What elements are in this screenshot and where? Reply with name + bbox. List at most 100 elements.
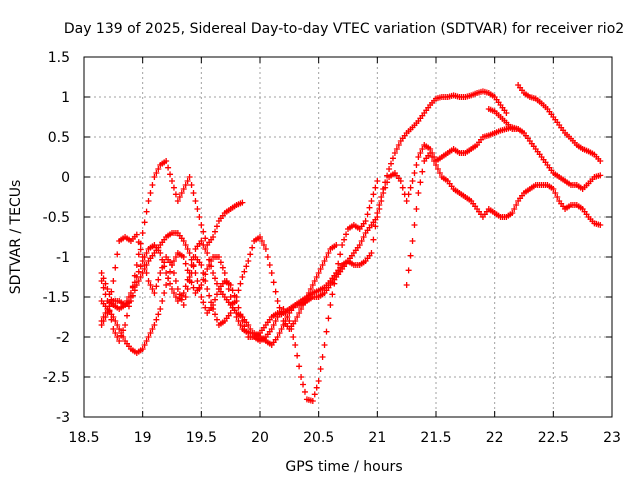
- data-point: [513, 202, 520, 208]
- data-point: [182, 283, 189, 290]
- data-point: [333, 242, 340, 248]
- data-point: [182, 242, 189, 248]
- data-point: [360, 234, 367, 240]
- data-point: [296, 363, 303, 370]
- data-point: [374, 178, 381, 184]
- data-point: [268, 270, 275, 276]
- data-point: [182, 294, 189, 300]
- x-tick-label: 20: [251, 430, 269, 446]
- data-point: [188, 182, 195, 188]
- data-point: [241, 323, 248, 330]
- data-point: [407, 184, 414, 191]
- data-point: [315, 270, 322, 276]
- data-point: [212, 275, 219, 282]
- series-trace-5: [98, 124, 522, 340]
- data-point: [170, 270, 177, 276]
- data-point: [339, 242, 346, 248]
- data-point: [341, 236, 348, 243]
- data-point: [597, 158, 604, 164]
- x-tick-label: 22: [486, 430, 504, 446]
- data-point: [417, 179, 424, 186]
- data-point: [135, 268, 142, 275]
- data-point: [139, 270, 146, 276]
- grid-lines: [84, 57, 612, 417]
- data-point: [260, 242, 267, 248]
- data-point: [319, 262, 326, 268]
- data-point: [552, 190, 559, 196]
- data-point: [116, 338, 123, 344]
- data-point: [270, 279, 277, 286]
- y-tick-label: 0.5: [48, 130, 70, 146]
- data-point: [180, 186, 187, 192]
- data-point: [313, 274, 320, 280]
- y-tick-label: -1: [56, 250, 70, 266]
- data-point: [212, 296, 219, 303]
- x-tick-label: 18.5: [68, 430, 99, 446]
- data-point: [172, 294, 179, 300]
- data-point: [395, 142, 402, 148]
- data-point: [151, 174, 158, 180]
- data-point: [143, 262, 150, 268]
- data-point: [321, 258, 328, 264]
- data-point: [413, 206, 420, 212]
- data-point: [145, 334, 152, 340]
- data-point: [184, 267, 191, 274]
- data-point: [194, 206, 201, 212]
- data-point: [511, 206, 518, 212]
- data-point: [200, 242, 207, 248]
- data-point: [231, 307, 238, 314]
- data-point: [597, 222, 604, 228]
- data-point: [212, 228, 219, 235]
- data-point: [239, 274, 246, 280]
- data-point: [135, 278, 142, 284]
- data-point: [184, 246, 191, 252]
- data-point: [169, 178, 175, 184]
- x-axis-label: GPS time / hours: [285, 459, 402, 475]
- x-tick-label: 23: [603, 430, 621, 446]
- data-point: [405, 267, 412, 274]
- data-point: [180, 290, 187, 296]
- data-point: [280, 322, 287, 328]
- data-point: [186, 274, 193, 280]
- data-point: [403, 282, 410, 288]
- data-point: [141, 266, 148, 272]
- data-point: [276, 304, 283, 311]
- data-point: [231, 292, 238, 299]
- data-point: [129, 292, 136, 299]
- data-point: [227, 310, 234, 316]
- data-point: [143, 208, 150, 215]
- data-point: [327, 302, 334, 308]
- data-point: [100, 314, 107, 320]
- data-point: [311, 278, 318, 284]
- data-point: [200, 228, 207, 235]
- data-point: [380, 190, 387, 196]
- data-point: [282, 318, 289, 324]
- data-point: [219, 264, 226, 271]
- data-point: [409, 238, 416, 244]
- data-point: [247, 251, 254, 258]
- data-point: [315, 378, 322, 384]
- data-point: [106, 291, 113, 298]
- data-point: [317, 366, 324, 372]
- data-point: [335, 260, 342, 267]
- data-point: [182, 182, 189, 188]
- data-point: [198, 262, 205, 268]
- data-point: [409, 178, 416, 184]
- data-point: [198, 294, 205, 300]
- data-point: [343, 231, 350, 238]
- data-point: [192, 270, 199, 276]
- data-point: [155, 166, 162, 172]
- data-point: [270, 322, 277, 328]
- data-point: [391, 150, 398, 156]
- data-point: [388, 160, 395, 167]
- data-point: [268, 326, 275, 332]
- data-point: [323, 254, 330, 260]
- x-tick-label: 19.5: [186, 430, 217, 446]
- data-point: [374, 214, 381, 220]
- data-point: [229, 300, 236, 307]
- data-point: [237, 322, 244, 328]
- series-trace-6: [403, 150, 604, 288]
- data-point: [110, 314, 117, 320]
- series-trace-1: [98, 158, 246, 344]
- data-point: [329, 291, 336, 298]
